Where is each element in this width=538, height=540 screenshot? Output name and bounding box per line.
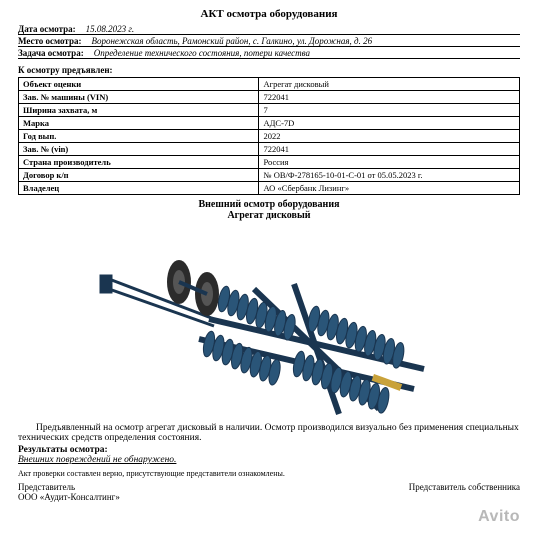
spec-key: Договор к/п: [19, 169, 259, 182]
place-label: Место осмотра:: [18, 36, 87, 47]
table-row: Зав. № машины (VIN)722041: [19, 91, 520, 104]
results-label: Результаты осмотра:: [18, 445, 520, 455]
table-row: Объект оценкиАгрегат дисковый: [19, 78, 520, 91]
sig-left-org: ООО «Аудит-Консалтинг»: [18, 492, 120, 502]
spec-value: 2022: [259, 130, 520, 143]
equipment-illustration: [18, 221, 520, 421]
table-row: Договор к/п№ ОВ/Ф-278165-10-01-С-01 от 0…: [19, 169, 520, 182]
spec-key: Зав. № машины (VIN): [19, 91, 259, 104]
spec-key: Объект оценки: [19, 78, 259, 91]
spec-value: 722041: [259, 143, 520, 156]
visual-caption: Агрегат дисковый: [18, 210, 520, 221]
spec-value: № ОВ/Ф-278165-10-01-С-01 от 05.05.2023 г…: [259, 169, 520, 182]
avito-watermark: Avito: [478, 508, 520, 526]
sig-left-role: Представитель: [18, 482, 120, 492]
spec-value: АО «Сбербанк Лизинг»: [259, 182, 520, 195]
table-row: Ширина захвата, м7: [19, 104, 520, 117]
spec-value: Агрегат дисковый: [259, 78, 520, 91]
spec-value: 722041: [259, 91, 520, 104]
table-row: Зав. № (vin)722041: [19, 143, 520, 156]
spec-value: Россия: [259, 156, 520, 169]
header-place: Место осмотра: Воронежская область, Рамо…: [18, 36, 520, 47]
spec-value: АДС-7D: [259, 117, 520, 130]
header-date: Дата осмотра: 15.08.2023 г.: [18, 24, 520, 35]
spec-key: Владелец: [19, 182, 259, 195]
signature-row: Представитель ООО «Аудит-Консалтинг» Пре…: [18, 482, 520, 502]
document-title: АКТ осмотра оборудования: [18, 8, 520, 20]
body-text: Предъявленный на осмотр агрегат дисковый…: [18, 423, 520, 443]
table-row: ВладелецАО «Сбербанк Лизинг»: [19, 182, 520, 195]
spec-table: Объект оценкиАгрегат дисковыйЗав. № маши…: [18, 77, 520, 195]
signature-right: Представитель собственника: [409, 482, 520, 502]
visual-section-title: Внешний осмотр оборудования: [18, 199, 520, 210]
spec-key: Год вып.: [19, 130, 259, 143]
task-value: Определение технического состояния, поте…: [90, 48, 520, 59]
table-row: Страна производительРоссия: [19, 156, 520, 169]
spec-value: 7: [259, 104, 520, 117]
footnote: Акт проверки составлен верно, присутству…: [18, 469, 520, 478]
results-value: Внешних повреждений не обнаружено.: [18, 455, 520, 465]
table-row: МаркаАДС-7D: [19, 117, 520, 130]
place-value: Воронежская область, Рамонский район, с.…: [87, 36, 520, 47]
date-value: 15.08.2023 г.: [82, 24, 520, 35]
spec-key: Марка: [19, 117, 259, 130]
date-label: Дата осмотра:: [18, 24, 82, 35]
spec-key: Ширина захвата, м: [19, 104, 259, 117]
table-row: Год вып.2022: [19, 130, 520, 143]
header-task: Задача осмотра: Определение технического…: [18, 48, 520, 59]
spec-key: Страна производитель: [19, 156, 259, 169]
spec-key: Зав. № (vin): [19, 143, 259, 156]
presented-label: К осмотру предъявлен:: [18, 65, 520, 75]
task-label: Задача осмотра:: [18, 48, 90, 59]
signature-left: Представитель ООО «Аудит-Консалтинг»: [18, 482, 120, 502]
sig-right-role: Представитель собственника: [409, 482, 520, 492]
